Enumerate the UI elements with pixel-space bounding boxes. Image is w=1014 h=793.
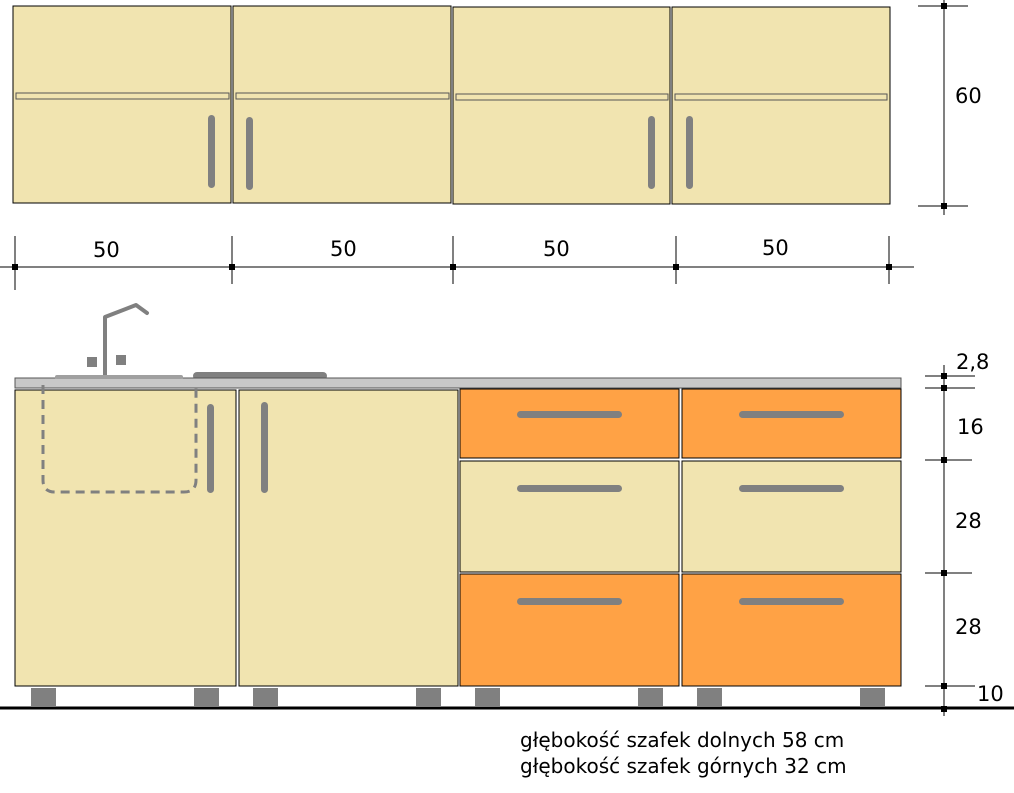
drawer-height-label-3: 28: [955, 615, 982, 639]
drawer-unit-right: [681, 388, 902, 687]
countertop-thickness-label: 2,8: [956, 350, 989, 374]
upper-cabinets: [12, 5, 891, 205]
cabinet-handle: [261, 402, 268, 493]
lower-depth-note: głębokość szafek dolnych 58 cm: [520, 728, 844, 752]
width-label-1: 50: [93, 238, 120, 262]
drawer-bottom: [459, 573, 680, 687]
cabinet-legs: [31, 688, 885, 706]
cabinet-rail: [15, 92, 230, 100]
upper-depth-note: głębokość szafek górnych 32 cm: [520, 754, 847, 778]
drawer-handle: [739, 598, 844, 605]
lower-sink-cabinet: [14, 385, 237, 687]
width-label-4: 50: [762, 236, 789, 260]
upper-cabinet-2: [232, 5, 452, 204]
drawer-bottom: [681, 573, 902, 687]
sink-rim: [55, 375, 183, 379]
upper-cabinet-4: [671, 6, 891, 205]
drawer-unit-left: [459, 388, 680, 687]
cabinet-handle: [648, 116, 655, 189]
drawer-top: [681, 388, 902, 459]
drawer-middle: [459, 460, 680, 573]
plinth-height-label: 10: [977, 682, 1004, 706]
drawer-height-label-1: 16: [957, 415, 984, 439]
faucet-icon: [87, 303, 149, 378]
cabinet-rail: [674, 93, 888, 101]
drawer-middle: [681, 460, 902, 573]
lower-door-cabinet: [238, 389, 459, 687]
cabinet-handle: [208, 115, 215, 188]
width-label-3: 50: [543, 237, 570, 261]
countertop: [14, 377, 902, 389]
width-label-2: 50: [330, 237, 357, 261]
lower-height-dimension: [925, 365, 1012, 716]
upper-height-dimension: [918, 0, 968, 215]
cabinet-handle: [246, 117, 253, 190]
drawer-handle: [517, 598, 622, 605]
drawer-handle: [517, 485, 622, 492]
drawer-handle: [517, 411, 622, 418]
drawer-handle: [739, 411, 844, 418]
sink-basin-outline: [41, 385, 198, 494]
cabinet-rail: [235, 92, 450, 100]
cabinet-handle: [686, 116, 693, 189]
drawer-top: [459, 388, 680, 459]
cabinet-rail: [455, 93, 669, 101]
drawer-handle: [739, 485, 844, 492]
upper-height-label: 60: [955, 84, 982, 108]
cabinet-handle: [207, 404, 214, 493]
width-dimension-line: [0, 236, 914, 290]
upper-cabinet-3: [452, 6, 671, 205]
upper-cabinet-1: [12, 5, 232, 204]
drawer-height-label-2: 28: [955, 509, 982, 533]
